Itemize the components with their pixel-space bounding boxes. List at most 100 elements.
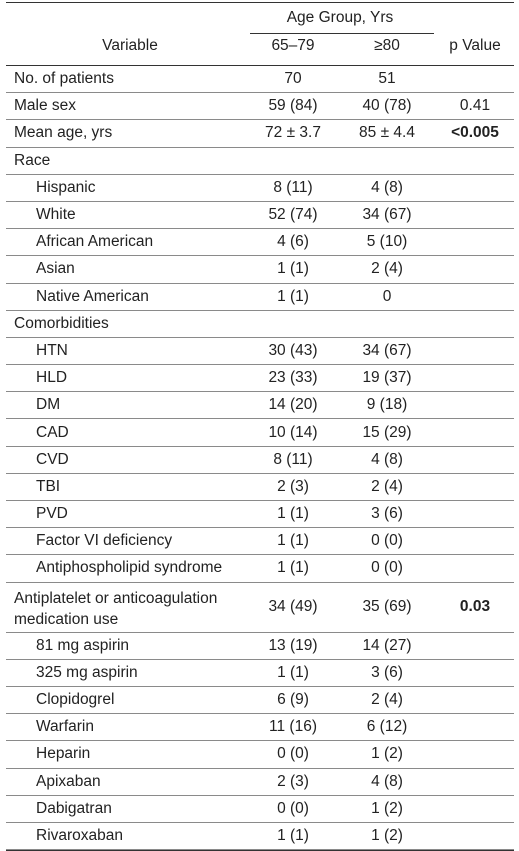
variable-cell-text: Clopidogrel [36, 691, 115, 709]
age-65-79-cell-text: 0 (0) [277, 799, 309, 817]
age-65-79-cell-text: 1 (1) [277, 260, 309, 278]
age-group-rule [250, 33, 434, 34]
table-row: Clopidogrel 6 (9) 2 (4) [6, 687, 514, 715]
age-65-79-cell: 1 (1) [248, 284, 338, 310]
table-row: CVD 8 (11) 4 (8) [6, 447, 514, 474]
variable-cell: HTN [36, 338, 246, 364]
age-80-plus-cell-text: 3 (6) [371, 663, 403, 681]
age-80-plus-cell-text: 9 (18) [366, 396, 408, 414]
variable-cell-text: Warfarin [36, 718, 94, 736]
variable-cell: Heparin [36, 741, 246, 767]
p-value-cell: 0.41 [436, 93, 514, 119]
age-65-79-cell: 13 (19) [248, 633, 338, 659]
age-65-79-cell: 70 [248, 66, 338, 92]
variable-cell: Native American [36, 284, 246, 310]
age-65-79-cell-text: 2 (3) [277, 772, 309, 790]
age-80-plus-cell: 0 (0) [342, 528, 432, 554]
variable-cell-text: DM [36, 396, 61, 414]
p-value-cell [436, 175, 514, 201]
age-65-79-cell-text: 0 (0) [277, 745, 309, 763]
table-row: Native American 1 (1) 0 [6, 284, 514, 311]
age-80-plus-cell-text: 4 (8) [371, 450, 403, 468]
age-65-79-cell: 72 ± 3.7 [248, 120, 338, 146]
age-65-79-cell: 8 (11) [248, 447, 338, 473]
variable-cell: Antiplatelet or anticoagulation medicati… [14, 583, 246, 632]
variable-cell-text: Male sex [14, 97, 77, 115]
variable-cell-text: HLD [36, 369, 68, 387]
age-80-plus-cell: 15 (29) [342, 419, 432, 445]
table-row: Male sex 59 (84) 40 (78) 0.41 [6, 93, 514, 121]
variable-cell: No. of patients [14, 66, 246, 92]
variable-header: Variable [102, 37, 158, 54]
age-65-79-cell-text: 8 (11) [273, 178, 313, 196]
age-65-79-header: 65–79 [271, 37, 315, 54]
age-65-79-cell-text: 34 (49) [268, 598, 318, 616]
p-value-cell [436, 633, 514, 659]
age-80-plus-cell-text: 15 (29) [362, 423, 412, 441]
variable-cell-text: Antiphospholipid syndrome [36, 559, 223, 577]
variable-cell: Apixaban [36, 769, 246, 795]
table-row: Rivaroxaban 1 (1) 1 (2) [6, 823, 514, 851]
age-80-plus-cell-text: 35 (69) [362, 598, 412, 616]
table-row: No. of patients 70 51 [6, 66, 514, 94]
age-65-79-cell-text: 23 (33) [268, 369, 318, 387]
age-65-79-cell-text: 4 (6) [277, 233, 309, 251]
variable-cell-text: CVD [36, 450, 69, 468]
age-65-79-cell-text: 52 (74) [268, 206, 318, 224]
age-80-plus-cell: 19 (37) [342, 365, 432, 391]
variable-cell: Asian [36, 256, 246, 282]
table-row: White 52 (74) 34 (67) [6, 202, 514, 230]
age-group-header: Age Group, Yrs [286, 9, 394, 26]
age-80-plus-cell-text: 19 (37) [362, 369, 412, 387]
age-80-plus-cell-text: 2 (4) [371, 477, 403, 495]
age-65-79-cell-text: 1 (1) [277, 532, 309, 550]
age-80-plus-cell-text: 85 ± 4.4 [359, 124, 415, 142]
variable-cell-text: Mean age, yrs [14, 124, 113, 142]
age-80-plus-cell: 34 (67) [342, 338, 432, 364]
p-value-cell-text: <0.005 [451, 124, 499, 142]
variable-cell-text: Race [14, 151, 51, 169]
age-80-plus-cell-text: 4 (8) [371, 178, 403, 196]
age-80-plus-header: ≥80 [374, 37, 400, 54]
p-value-cell [436, 741, 514, 767]
age-80-plus-cell [342, 148, 432, 174]
table-row: Warfarin 11 (16) 6 (12) [6, 714, 514, 742]
p-value-cell [436, 769, 514, 795]
table-row: Asian 1 (1) 2 (4) [6, 256, 514, 284]
p-value-cell [436, 338, 514, 364]
age-65-79-cell-text: 1 (1) [277, 287, 309, 305]
age-80-plus-cell: 6 (12) [342, 714, 432, 740]
age-80-plus-cell: 35 (69) [342, 583, 432, 632]
variable-cell-text: Antiplatelet or anticoagulation medicati… [14, 589, 218, 628]
age-65-79-cell: 0 (0) [248, 796, 338, 822]
variable-cell-text: PVD [36, 505, 68, 523]
age-65-79-cell: 1 (1) [248, 528, 338, 554]
p-value-cell: 0.03 [436, 583, 514, 632]
age-80-plus-cell: 5 (10) [342, 229, 432, 255]
table-row: TBI 2 (3) 2 (4) [6, 474, 514, 501]
variable-cell: Male sex [14, 93, 246, 119]
age-65-79-cell-text: 11 (16) [269, 718, 317, 736]
variable-cell: Hispanic [36, 175, 246, 201]
variable-cell: PVD [36, 501, 246, 527]
age-65-79-cell-text: 1 (1) [277, 826, 309, 844]
variable-cell: CAD [36, 419, 246, 445]
data-table: Age Group, Yrs Variable 65–79 ≥80 p Valu… [6, 2, 514, 851]
age-65-79-cell [248, 311, 338, 337]
age-80-plus-cell: 2 (4) [342, 687, 432, 713]
variable-cell-text: TBI [36, 477, 61, 495]
age-80-plus-cell-text: 5 (10) [366, 233, 408, 251]
age-65-79-cell-text: 72 ± 3.7 [265, 124, 321, 142]
p-value-cell [436, 501, 514, 527]
age-80-plus-cell-text: 34 (67) [362, 206, 412, 224]
variable-cell-text: 81 mg aspirin [36, 636, 130, 654]
age-65-79-cell: 0 (0) [248, 741, 338, 767]
variable-cell-text: CAD [36, 423, 69, 441]
variable-cell-text: 325 mg aspirin [36, 663, 138, 681]
age-80-plus-cell-text: 14 (27) [362, 636, 412, 654]
table-row: Antiphospholipid syndrome 1 (1) 0 (0) [6, 555, 514, 583]
p-value-cell: <0.005 [436, 120, 514, 146]
age-65-79-cell: 4 (6) [248, 229, 338, 255]
age-65-79-cell: 2 (3) [248, 474, 338, 500]
p-value-cell [436, 474, 514, 500]
